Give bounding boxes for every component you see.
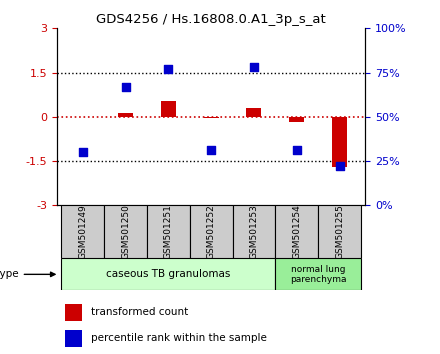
Point [79, 149, 86, 155]
Bar [62, 205, 104, 258]
Point [122, 84, 129, 90]
Bar [246, 108, 261, 117]
Text: percentile rank within the sample: percentile rank within the sample [91, 333, 267, 343]
Text: transformed count: transformed count [91, 308, 188, 318]
Bar [147, 205, 190, 258]
Text: cell type: cell type [0, 269, 55, 279]
Text: normal lung
parenchyma: normal lung parenchyma [290, 265, 346, 284]
Point [293, 148, 300, 153]
Title: GDS4256 / Hs.16808.0.A1_3p_s_at: GDS4256 / Hs.16808.0.A1_3p_s_at [96, 13, 326, 26]
Text: GSM501255: GSM501255 [335, 204, 344, 259]
Bar [65, 330, 81, 347]
Bar [233, 205, 275, 258]
Text: caseous TB granulomas: caseous TB granulomas [106, 269, 231, 279]
Bar [161, 101, 176, 117]
Point [208, 148, 215, 153]
Text: GSM501253: GSM501253 [249, 204, 258, 259]
Bar [275, 205, 318, 258]
Bar [289, 117, 304, 122]
Point [165, 66, 172, 72]
Bar [275, 258, 361, 290]
Bar [332, 117, 347, 167]
Bar [62, 258, 275, 290]
Bar [318, 205, 361, 258]
Text: GSM501254: GSM501254 [292, 205, 301, 259]
Text: GSM501249: GSM501249 [78, 205, 88, 259]
Bar [204, 117, 219, 118]
Point [336, 164, 343, 169]
Bar [104, 205, 147, 258]
Text: GSM501250: GSM501250 [121, 204, 130, 259]
Bar [118, 113, 133, 117]
Point [250, 64, 257, 70]
Text: GSM501251: GSM501251 [164, 204, 173, 259]
Bar [190, 205, 233, 258]
Bar [65, 304, 81, 321]
Text: GSM501252: GSM501252 [207, 205, 216, 259]
